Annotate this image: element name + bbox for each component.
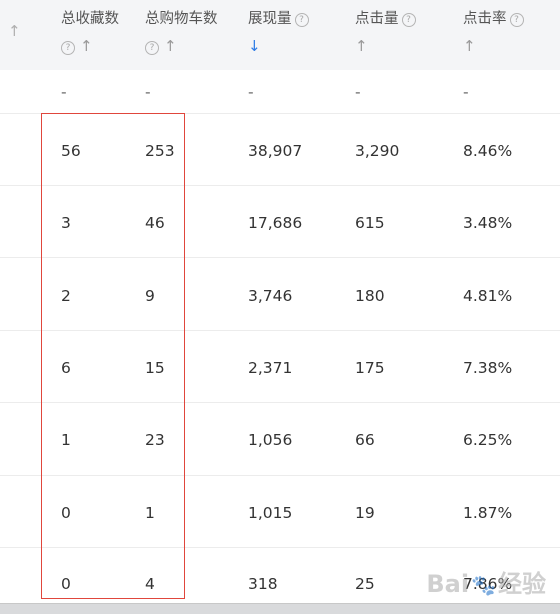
help-icon[interactable]: ? [509,13,524,27]
summary-row: - - - - - [0,70,560,112]
table-cell: 1 [145,504,155,522]
table-cell: 253 [145,142,175,160]
sort-asc-icon[interactable]: ↑ [164,37,177,55]
table-cell: 38,907 [248,142,303,160]
table-cell: 2,371 [248,359,293,377]
sort-asc-icon[interactable]: ↑ [80,37,93,55]
table-cell: 9 [145,287,155,305]
table-cell: 46 [145,214,165,232]
table-cell: 66 [355,431,375,449]
help-icon[interactable]: ? [294,13,309,27]
table-cell: 25 [355,575,375,593]
help-icon[interactable]: ? [401,13,416,27]
table-cell: 175 [355,359,385,377]
table-cell: 8.46% [463,142,513,160]
table-cell: - [248,83,254,101]
table-row: 1 23 1,056 66 6.25% [0,402,560,476]
table-cell: 3 [61,214,71,232]
table-cell: 7.86% [463,575,513,593]
table-row: 56 253 38,907 3,290 8.46% [0,113,560,186]
table-cell: - [145,83,151,101]
watermark: Bai 🐾经验 [426,570,546,598]
table-cell: 615 [355,214,385,232]
table-cell: 6.25% [463,431,513,449]
table-cell: 17,686 [248,214,303,232]
table-cell: 1,056 [248,431,293,449]
header-label: 总收藏数 [61,11,119,27]
header-label: 总购物车数 [145,11,218,27]
table-cell: 318 [248,575,278,593]
header-label: 展现量 [248,11,292,27]
table-cell: - [463,83,469,101]
table-cell: 4.81% [463,287,513,305]
table-cell: 180 [355,287,385,305]
table-cell: 1.87% [463,504,513,522]
table-row: 3 46 17,686 615 3.48% [0,185,560,258]
help-icon[interactable]: ? [145,41,159,55]
table-cell: 56 [61,142,81,160]
table-header: ↑ 总收藏数 ? ↑ 总购物车数 ? ↑ 展现量? ↓ 点击量? ↑ 点击率? [0,0,560,70]
table-cell: 0 [61,504,71,522]
table-row: 0 4 318 25 7.86% [0,547,560,604]
table-cell: 23 [145,431,165,449]
header-label: 点击量 [355,11,399,27]
table-cell: 0 [61,575,71,593]
sort-arrow-icon[interactable]: ↑ [8,22,21,40]
table-cell: 1,015 [248,504,293,522]
header-label: 点击率 [463,11,507,27]
sort-desc-icon[interactable]: ↓ [248,37,261,55]
table-row: 2 9 3,746 180 4.81% [0,257,560,331]
paw-icon: 🐾 [471,573,496,597]
table-cell: 3,746 [248,287,293,305]
table-cell: 19 [355,504,375,522]
table-cell: 4 [145,575,155,593]
table-cell: 15 [145,359,165,377]
table-cell: 3.48% [463,214,513,232]
table-row: 0 1 1,015 19 1.87% [0,475,560,548]
table-cell: 3,290 [355,142,400,160]
horizontal-scrollbar[interactable] [0,603,560,614]
table-cell: 6 [61,359,71,377]
table-cell: - [355,83,361,101]
sort-asc-icon[interactable]: ↑ [355,37,368,55]
table-row: 6 15 2,371 175 7.38% [0,330,560,403]
sort-asc-icon[interactable]: ↑ [463,37,476,55]
table-cell: - [61,83,67,101]
table-cell: 2 [61,287,71,305]
table-cell: 7.38% [463,359,513,377]
table-cell: 1 [61,431,71,449]
help-icon[interactable]: ? [61,41,75,55]
